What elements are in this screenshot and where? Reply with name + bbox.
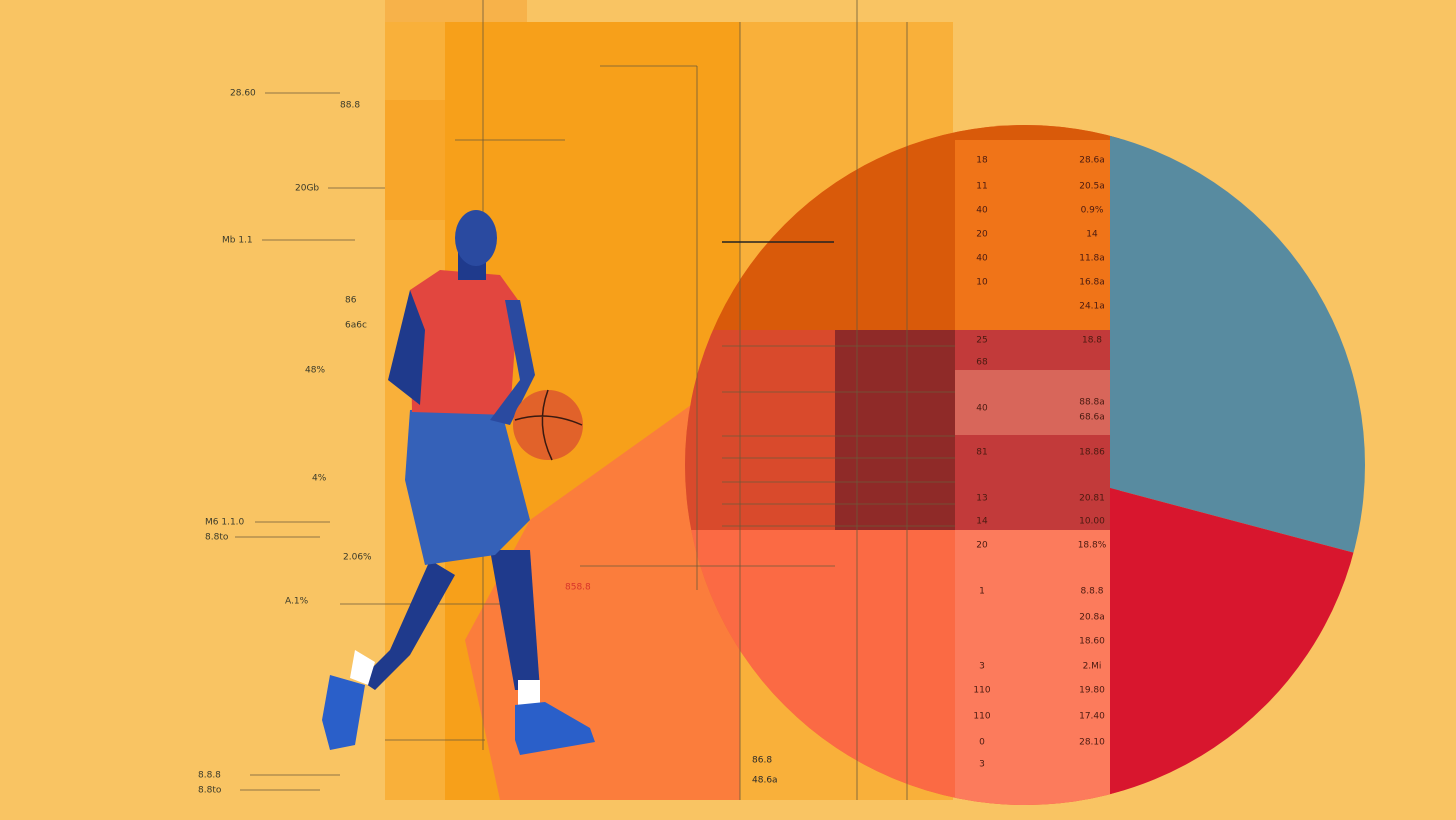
table-cell: 28.10 [1079, 738, 1105, 748]
table-cell: 88.8a [1079, 398, 1105, 408]
side-label: A.1% [285, 597, 309, 607]
side-label: 6a6c [345, 321, 367, 331]
table-cell: 19.80 [1079, 686, 1105, 696]
table-cell: 20.8a [1079, 613, 1105, 623]
table-cell: 0 [979, 738, 985, 748]
table-cell: 40 [976, 404, 988, 414]
table-cell: 18 [976, 156, 988, 166]
table-cell: 13 [976, 494, 987, 504]
table-cell: 110 [973, 686, 990, 696]
table-cell: 0.9% [1081, 206, 1104, 216]
table-cell: 17.40 [1079, 712, 1105, 722]
side-label: 28.60 [230, 89, 256, 99]
mid-label: 858.8 [565, 583, 591, 593]
table-cell: 110 [973, 712, 990, 722]
band [835, 330, 955, 530]
side-label: 86 [345, 296, 357, 306]
table-cell: 81 [976, 448, 987, 458]
table-cell: 18.8 [1082, 336, 1102, 346]
table-cell: 20.5a [1079, 182, 1105, 192]
band [955, 370, 1110, 435]
table-cell: 3 [979, 760, 985, 770]
table-cell: 40 [976, 254, 988, 264]
side-label: 48% [305, 366, 325, 376]
labels: 28.60 88.8 20Gb Mb 1.1 86 6a6c 48% 4% M6 1.1.0 8.… [198, 89, 1107, 796]
side-label: Mb 1.1 [222, 236, 253, 246]
side-label: 4% [312, 474, 327, 484]
table-cell: 24.1a [1079, 302, 1105, 312]
table-cell: 14 [1086, 230, 1098, 240]
table-cell: 11 [976, 182, 987, 192]
table-cell: 18.86 [1079, 448, 1105, 458]
band [955, 140, 1110, 330]
table-cell: 28.6a [1079, 156, 1105, 166]
table-cell: 20 [976, 541, 988, 551]
table-cell: 18.8% [1078, 541, 1107, 551]
side-label: 8.8to [205, 533, 229, 543]
panel [385, 100, 445, 220]
table-cell: 20 [976, 230, 988, 240]
side-label: 88.8 [340, 101, 360, 111]
panel [385, 0, 527, 24]
table-cell: 16.8a [1079, 278, 1105, 288]
side-label: 20Gb [295, 184, 319, 194]
table-cell: 1 [979, 587, 985, 597]
table-cell: 10.00 [1079, 517, 1105, 527]
table-cell: 68.6a [1079, 413, 1105, 423]
side-label: M6 1.1.0 [205, 518, 245, 528]
side-label: 2.06% [343, 553, 372, 563]
mid-label: 86.8 [752, 756, 772, 766]
table-cell: 8.8.8 [1081, 587, 1104, 597]
table-cell: 20.81 [1079, 494, 1105, 504]
table-cell: 11.8a [1079, 254, 1105, 264]
table-cell: 14 [976, 517, 988, 527]
table-cell: 25 [976, 336, 987, 346]
table-cell: 2.Mi [1083, 662, 1102, 672]
side-label: 8.8to [198, 786, 222, 796]
table-cell: 18.60 [1079, 637, 1105, 647]
table-cell: 10 [976, 278, 988, 288]
band [955, 530, 1110, 805]
side-label: 8.8.8 [198, 771, 221, 781]
table-cell: 68 [976, 358, 988, 368]
player [322, 210, 595, 755]
table-cell: 3 [979, 662, 985, 672]
mid-label: 48.6a [752, 776, 778, 786]
table-cell: 40 [976, 206, 988, 216]
